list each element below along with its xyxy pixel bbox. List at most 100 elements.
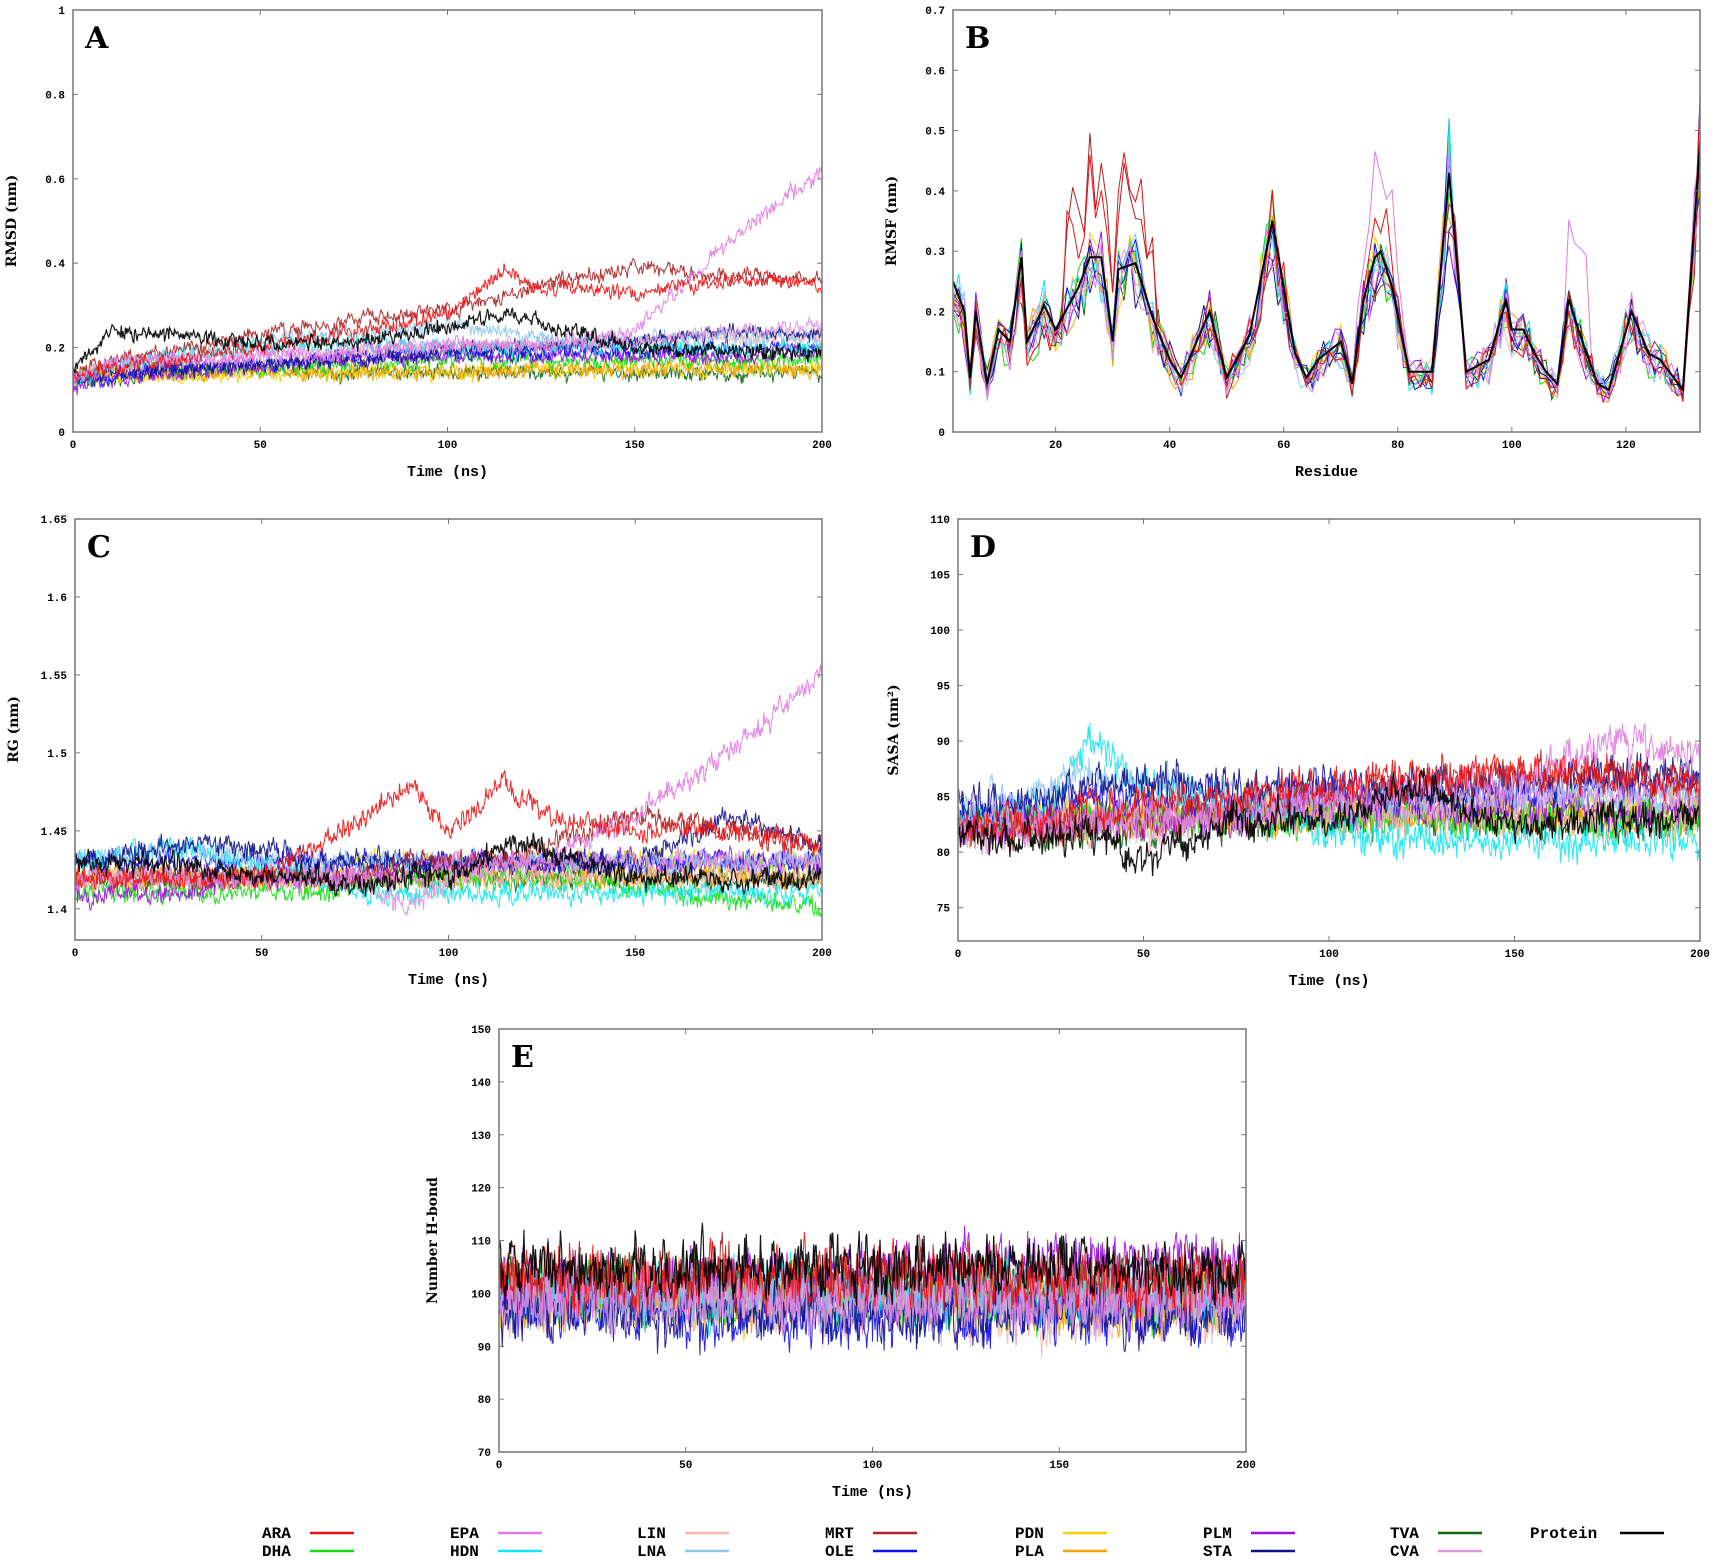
- series-line-ara: [73, 263, 822, 384]
- series-line-pla: [73, 357, 822, 384]
- y-tick-label: 0: [58, 428, 65, 440]
- y-tick-label: 110: [471, 1237, 491, 1249]
- y-tick-label: 0.2: [925, 307, 945, 319]
- series-line-protein: [75, 832, 822, 897]
- series-line-ara: [499, 1231, 1246, 1322]
- series-line-ara: [958, 752, 1700, 843]
- y-tick-label: 0.7: [925, 6, 945, 18]
- x-tick-label: 200: [1690, 949, 1710, 961]
- x-tick-label: 100: [1502, 440, 1522, 452]
- series-line-sta: [73, 322, 822, 385]
- legend-label: Protein: [1530, 1525, 1597, 1543]
- x-tick-label: 0: [496, 1460, 503, 1472]
- legend-item-dha: DHA: [262, 1543, 354, 1560]
- legend-label: PLM: [1203, 1525, 1232, 1543]
- x-tick-label: 100: [1319, 949, 1339, 961]
- series-line-protein: [73, 307, 822, 374]
- x-axis-label: Time (ns): [1288, 973, 1369, 990]
- series-line-dha: [73, 349, 822, 385]
- legend-item-lna: LNA: [637, 1543, 729, 1560]
- y-tick-label: 80: [937, 848, 950, 860]
- x-axis-label: Residue: [1295, 464, 1358, 481]
- y-tick-label: 150: [471, 1025, 491, 1037]
- y-axis-label: Number H-bond: [425, 1177, 441, 1304]
- legend-item-ole: OLE: [825, 1543, 917, 1560]
- legend-label: HDN: [450, 1543, 479, 1560]
- y-tick-label: 0.3: [925, 247, 945, 259]
- x-tick-label: 50: [679, 1460, 692, 1472]
- plot-area-d: [958, 722, 1700, 877]
- legend-item-pla: PLA: [1015, 1543, 1107, 1560]
- y-tick-label: 1.55: [41, 671, 68, 683]
- x-tick-label: 50: [254, 440, 267, 452]
- y-tick-label: 0.6: [45, 175, 65, 187]
- y-tick-label: 85: [937, 793, 951, 805]
- legend-label: MRT: [825, 1525, 854, 1543]
- y-tick-label: 0.6: [925, 66, 945, 78]
- panel-letter: E: [511, 1040, 534, 1075]
- legend-item-plm: PLM: [1203, 1525, 1295, 1543]
- legend-item-tva: TVA: [1390, 1525, 1482, 1543]
- series-line-dha: [75, 864, 822, 918]
- x-tick-label: 50: [255, 948, 268, 960]
- x-tick-label: 50: [1137, 949, 1150, 961]
- panel-letter: C: [87, 530, 111, 565]
- y-tick-label: 100: [471, 1289, 491, 1301]
- y-tick-label: 1.4: [47, 905, 67, 917]
- legend-label: CVA: [1390, 1543, 1419, 1560]
- y-tick-label: 105: [930, 571, 950, 583]
- legend-item-epa: EPA: [450, 1525, 542, 1543]
- legend-label: STA: [1203, 1543, 1232, 1560]
- y-tick-label: 0.5: [925, 127, 945, 139]
- x-axis-label: Time (ns): [408, 972, 489, 989]
- y-tick-label: 75: [937, 904, 951, 916]
- panel-letter: D: [970, 530, 996, 565]
- y-tick-label: 120: [471, 1184, 491, 1196]
- y-tick-label: 100: [930, 626, 950, 638]
- series-line-cva: [73, 315, 822, 383]
- y-tick-label: 90: [478, 1342, 491, 1354]
- y-tick-label: 1.45: [41, 827, 68, 839]
- y-tick-label: 80: [478, 1395, 491, 1407]
- panel-a: 0 50 100 150 200 0 0.2 0.4 0.6 0.8 1 Time (ns) RMSD …: [4, 6, 832, 481]
- series-line-mrt: [75, 804, 822, 893]
- y-tick-label: 1.6: [47, 593, 67, 605]
- x-tick-label: 150: [1505, 949, 1525, 961]
- series-line-ole: [953, 96, 1700, 400]
- x-tick-label: 200: [812, 440, 832, 452]
- y-tick-label: 0.4: [925, 187, 945, 199]
- y-tick-label: 1.5: [47, 749, 67, 761]
- panel-c: 0 50 100 150 200 1.4 1.45 1.5 1.55 1.6 1.65 Time (n…: [6, 515, 832, 989]
- x-tick-label: 0: [70, 440, 77, 452]
- x-tick-label: 100: [438, 440, 458, 452]
- legend-item-protein: Protein: [1530, 1525, 1664, 1543]
- panel-letter: B: [965, 21, 990, 56]
- x-tick-label: 150: [1049, 1460, 1069, 1472]
- legend-label: PDN: [1015, 1525, 1044, 1543]
- plot-area-e: [499, 1222, 1246, 1359]
- legend-item-pdn: PDN: [1015, 1525, 1107, 1543]
- x-tick-label: 200: [1236, 1460, 1256, 1472]
- x-tick-label: 20: [1049, 440, 1062, 452]
- y-axis-label: RMSD (nm): [4, 175, 20, 268]
- panel-e: 0 50 100 150 200 70 80 90 100 110 120 130 140 150 Time…: [425, 1025, 1256, 1501]
- plot-area-b: [953, 96, 1700, 404]
- legend-label: DHA: [262, 1543, 291, 1560]
- y-axis-label: RG (nm): [6, 696, 22, 763]
- x-tick-label: 120: [1616, 440, 1636, 452]
- x-tick-label: 150: [625, 948, 645, 960]
- y-tick-label: 1.65: [41, 515, 68, 527]
- y-tick-label: 130: [471, 1131, 491, 1143]
- panel-d: 0 50 100 150 200 75 80 85 90 95 100 105 110 Time (ns)…: [886, 515, 1710, 990]
- legend-item-hdn: HDN: [450, 1543, 542, 1560]
- y-tick-label: 140: [471, 1078, 491, 1090]
- axes-frame: [957, 518, 1701, 942]
- panel-letter: A: [84, 21, 109, 56]
- x-tick-label: 40: [1163, 440, 1176, 452]
- series-line-protein: [499, 1222, 1246, 1306]
- legend-item-sta: STA: [1203, 1543, 1295, 1560]
- y-tick-label: 90: [937, 737, 950, 749]
- y-tick-label: 95: [937, 682, 951, 694]
